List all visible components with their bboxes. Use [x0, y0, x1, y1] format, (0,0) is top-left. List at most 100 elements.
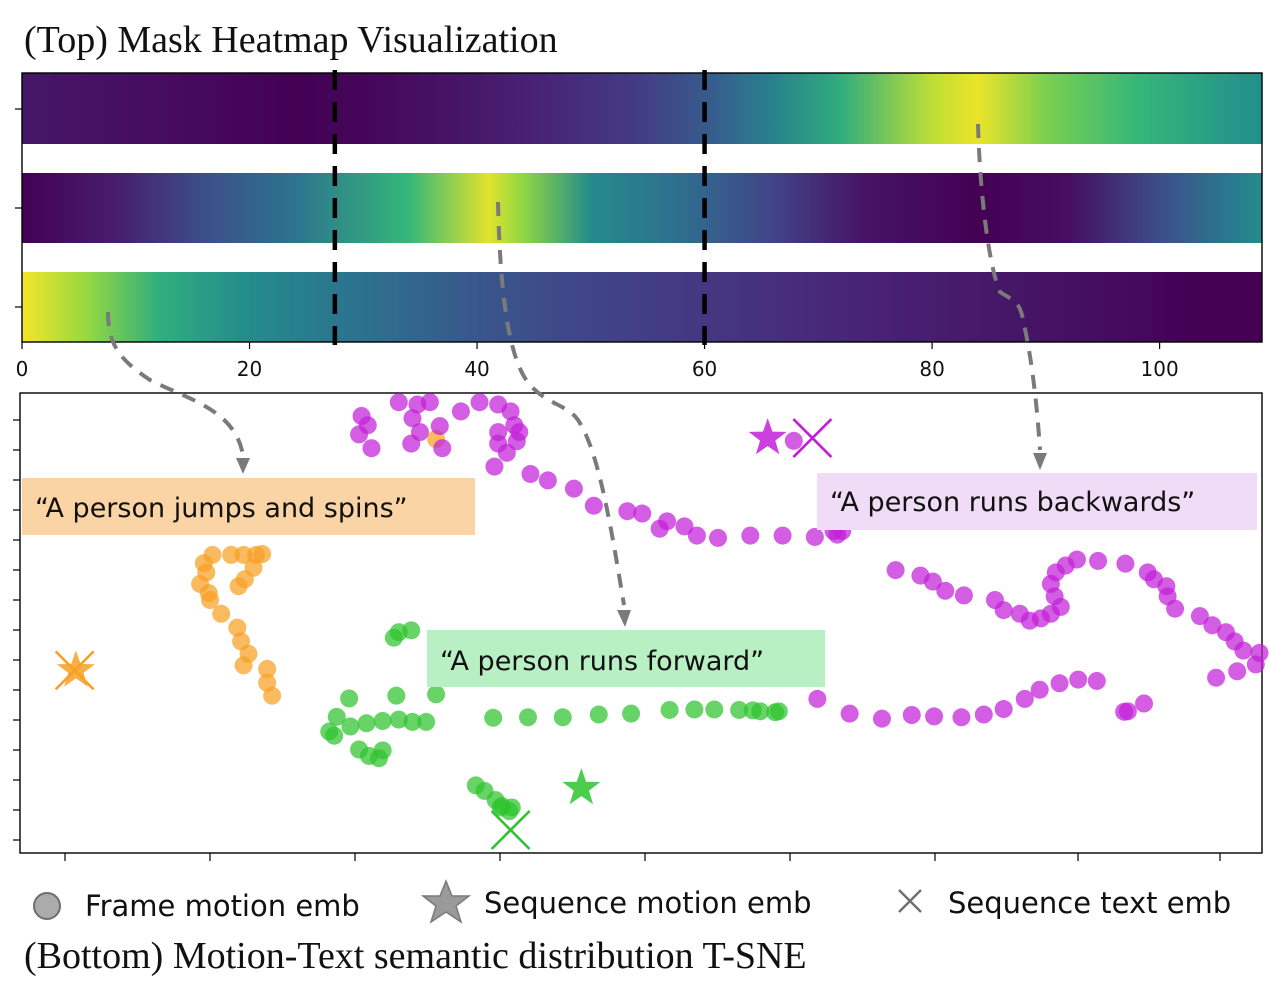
sequence-text-x — [792, 418, 833, 458]
frame-motion-point — [521, 464, 540, 483]
frame-motion-point — [451, 402, 470, 421]
heatmap-xtick-label: 40 — [464, 357, 489, 381]
frame-motion-point — [427, 685, 446, 704]
frame-motion-point — [258, 660, 277, 678]
frame-motion-point — [325, 726, 344, 745]
frame-motion-point — [1203, 616, 1222, 635]
caption-forward-text: “A person runs forward” — [440, 646, 764, 677]
frame-motion-point — [470, 393, 489, 412]
frame-motion-point — [433, 439, 452, 458]
top-title: (Top) Mask Heatmap Visualization — [24, 19, 558, 61]
frame-motion-point — [886, 561, 905, 580]
heatmap-xtick-label: 100 — [1141, 357, 1179, 381]
frame-motion-point — [402, 434, 421, 453]
frame-motion-point — [751, 702, 770, 721]
heatmap-xtick-label: 20 — [237, 357, 262, 381]
sequence-motion-star — [562, 768, 601, 805]
frame-motion-point — [350, 740, 369, 759]
frame-motion-point — [1116, 554, 1135, 573]
frame-motion-point — [340, 689, 359, 708]
frame-motion-point — [936, 581, 955, 600]
heatmap-x-axis: 0 20 40 60 80 100 — [16, 342, 1179, 381]
frame-motion-point — [675, 517, 694, 536]
frame-motion-point — [538, 471, 557, 490]
arrow-to-jumps-label — [106, 311, 245, 456]
heatmap-xtick-label: 60 — [692, 357, 717, 381]
scatter-frame — [19, 392, 1263, 854]
arrows — [106, 123, 1047, 627]
legend-frame-label: Frame motion emb — [85, 889, 360, 923]
frame-motion-point — [584, 496, 603, 515]
frame-motion-point — [501, 402, 520, 421]
legend-star-icon — [420, 878, 472, 924]
arrowhead-forward — [617, 610, 631, 627]
frame-motion-point — [491, 798, 510, 817]
frame-motion-point — [253, 545, 272, 563]
frame-motion-point — [222, 545, 241, 564]
frame-motion-point — [952, 708, 971, 727]
heatmap-dividers — [332, 70, 707, 345]
arrowhead-backwards — [1033, 453, 1047, 470]
frame-motion-point — [484, 708, 503, 727]
arrow-to-backwards-label — [976, 123, 1042, 451]
frame-motion-point — [808, 689, 827, 708]
frame-motion-point — [403, 409, 422, 428]
frame-motion-point — [633, 504, 652, 523]
frame-motion-point — [902, 706, 921, 724]
frame-motion-point — [420, 393, 439, 412]
frame-motion-point — [497, 443, 516, 462]
frame-motion-point — [417, 712, 436, 731]
frame-motion-point — [1115, 702, 1134, 721]
frame-motion-point — [430, 417, 449, 436]
sequence-text-x — [490, 810, 531, 850]
caption-jumps-text: “A person jumps and spins” — [35, 493, 408, 524]
frame-motion-point — [1089, 551, 1108, 570]
caption-backwards-box — [817, 473, 1257, 530]
legend-sequence-text-label: Sequence text emb — [948, 886, 1231, 920]
frame-motion-point — [784, 431, 803, 450]
frame-motion-point — [840, 704, 859, 723]
frame-motion-point — [228, 618, 247, 637]
frame-motion-point — [389, 710, 408, 729]
frame-motion-point — [589, 705, 608, 724]
frame-motion-point — [730, 700, 749, 719]
frame-motion-point — [229, 577, 248, 596]
caption-backwards: “A person runs backwards” — [817, 473, 1257, 530]
frame-motion-point — [403, 712, 422, 731]
frame-motion-point — [1190, 607, 1209, 626]
frame-motion-point — [1030, 680, 1049, 699]
frame-motion-point — [369, 749, 388, 768]
frame-motion-point — [773, 526, 792, 545]
sequence-text-x — [54, 650, 95, 691]
heatmap-panel: 0 20 40 60 80 100 — [15, 70, 1263, 381]
frame-motion-point — [622, 704, 641, 723]
frame-motion-point — [687, 526, 706, 545]
frame-motion-point — [564, 479, 583, 498]
frame-motion-point — [263, 686, 282, 705]
frame-motion-point — [1069, 670, 1088, 689]
legend-x-icon — [898, 889, 922, 913]
frame-motion-point — [357, 714, 376, 733]
frame-motion-point — [1015, 689, 1034, 708]
caption-jumps: “A person jumps and spins” — [22, 478, 475, 535]
frame-motion-point — [1234, 641, 1253, 660]
scatter-panel — [13, 392, 1269, 861]
caption-backwards-text: “A person runs backwards” — [830, 487, 1195, 518]
frame-motion-point — [618, 502, 637, 521]
frame-motion-point — [805, 527, 824, 546]
frame-motion-point — [239, 644, 258, 663]
heatmap-xtick-label: 80 — [919, 357, 944, 381]
frame-motion-point — [1166, 599, 1185, 618]
legend-circle-icon — [33, 892, 61, 920]
frame-motion-point — [741, 526, 760, 545]
frame-motion-point — [518, 708, 537, 727]
legend-sequence-motion-label: Sequence motion emb — [484, 886, 812, 920]
arrowhead-jumps — [236, 458, 250, 474]
frame-motion-point — [974, 705, 993, 724]
frame-motion-point — [1050, 674, 1069, 693]
caption-jumps-box — [22, 478, 475, 535]
bottom-title: (Bottom) Motion-Text semantic distributi… — [24, 935, 807, 977]
frame-motion-point — [384, 628, 403, 647]
frame-motion-point — [234, 545, 253, 564]
sequence-motion-star — [748, 418, 787, 455]
